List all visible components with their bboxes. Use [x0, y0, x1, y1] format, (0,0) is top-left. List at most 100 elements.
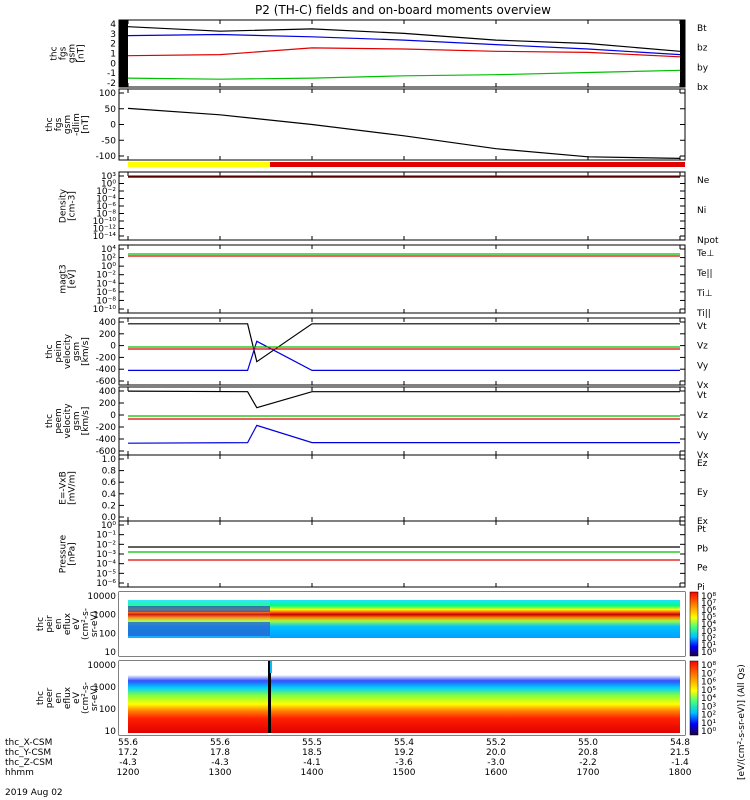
- panel-frame: [118, 244, 686, 314]
- y-tick-label: 10⁻⁸: [96, 296, 116, 306]
- legend-Pe: Pe: [697, 564, 708, 574]
- y-axis-label: eflux: [63, 686, 73, 709]
- y-axis-label: peim: [54, 340, 64, 363]
- legend-Ne: Ne: [697, 176, 710, 186]
- y-axis-label: [nPa]: [68, 542, 78, 565]
- x-row-value: 1700: [577, 768, 600, 778]
- y-tick-label: 1: [110, 50, 116, 60]
- legend-Bt: Bt: [697, 24, 707, 34]
- y-axis-label: [nT]: [81, 115, 91, 133]
- y-tick-label: 0.4: [102, 490, 117, 500]
- y-tick-label: 200: [99, 399, 116, 409]
- y-axis-label: thc: [45, 344, 55, 358]
- x-row-value: -1.4: [671, 758, 689, 768]
- y-tick-label: 10⁻²: [96, 187, 116, 197]
- y-axis-label: eV: [72, 691, 82, 704]
- colorbar-tick: 10⁴: [701, 620, 716, 630]
- y-axis-label: [km/s]: [81, 407, 91, 436]
- colorbar-tick: 10³: [701, 702, 716, 712]
- panel-frame: [118, 386, 686, 456]
- y-axis-label: gsm: [68, 44, 78, 63]
- legend-Vx: Vx: [697, 451, 709, 461]
- colorbar-tick: 10⁸: [701, 592, 716, 602]
- y-tick-label: 0.0: [102, 513, 117, 523]
- y-tick-label: 0.8: [102, 467, 117, 477]
- legend-Ez: Ez: [697, 459, 708, 469]
- x-row-value: 55.0: [578, 738, 598, 748]
- y-tick-label: 0: [110, 342, 116, 352]
- y-axis-label: [km/s]: [81, 337, 91, 366]
- y-tick-label: 10⁻⁶: [96, 288, 116, 298]
- y-tick-label: -600: [96, 377, 117, 387]
- y-tick-label: 400: [99, 387, 116, 397]
- y-axis-label: gsm: [72, 342, 82, 361]
- x-row-value: 19.2: [394, 748, 414, 758]
- y-tick-label: 10⁻⁶: [96, 579, 116, 589]
- x-row-value: 17.8: [210, 748, 230, 758]
- x-row-value: 1500: [393, 768, 416, 778]
- x-row-value: -4.3: [119, 758, 137, 768]
- series-fgs-bz: [127, 47, 681, 58]
- y-axis-label: peem: [54, 408, 64, 434]
- y-tick-label: 10⁻¹: [96, 531, 116, 541]
- x-row-value: 54.8: [670, 738, 690, 748]
- legend-Ey: Ey: [697, 488, 709, 498]
- y-axis-label: Pressure: [59, 534, 69, 573]
- y-axis-label: Density: [59, 188, 69, 223]
- colorbar-tick: 10²: [701, 711, 716, 721]
- y-tick-label: 10⁻²: [96, 271, 116, 281]
- y-axis-label: en: [54, 692, 64, 703]
- y-tick-label: 10: [105, 648, 117, 658]
- colorbar-tick: 10⁰: [701, 727, 716, 737]
- y-tick-label: 10⁻⁴: [96, 279, 116, 289]
- panel-frame: [118, 454, 686, 522]
- panel-peim: 400 200 0-200 -400 -600 thc peim velocity gsm [km…: [45, 317, 709, 391]
- x-row-value: 55.6: [118, 738, 138, 748]
- y-axis-label: peer: [45, 687, 55, 708]
- panel-efield: 1.0 0.80.6 0.40.2 0.0 E=-VxB [mV/m] Ez Ey Ex: [59, 454, 709, 527]
- data-gap-left: [119, 20, 128, 87]
- legend-Npot: Npot: [697, 236, 719, 246]
- peer-spectrogram: [119, 661, 685, 735]
- x-row-value: 20.0: [486, 748, 506, 758]
- series-peem-Vt: [127, 390, 680, 409]
- y-tick-label: 10⁰: [101, 521, 116, 531]
- y-tick-label: 50: [105, 105, 117, 115]
- y-tick-label: -400: [96, 365, 117, 375]
- x-row-value: 55.2: [486, 738, 506, 748]
- colorbar-tick: 10⁶: [701, 678, 716, 688]
- y-tick-label: 10⁻⁸: [96, 210, 116, 220]
- x-row-value: 55.5: [302, 738, 322, 748]
- y-axis-label: en: [54, 618, 64, 629]
- colorbar-tick: 10³: [701, 627, 716, 637]
- y-axis-label: eflux: [63, 612, 73, 635]
- legend-Vt: Vt: [697, 391, 707, 401]
- x-row-label: thc_Z-CSM: [5, 758, 53, 768]
- y-axis-label: gsm: [63, 115, 73, 134]
- y-tick-label: 0: [110, 411, 116, 421]
- legend-Te||: Te||: [696, 269, 713, 279]
- y-tick-label: 10⁻¹²: [93, 225, 117, 235]
- y-tick-label: -400: [96, 435, 117, 445]
- y-tick-label: 100: [99, 89, 116, 99]
- y-tick-label: -50: [101, 136, 116, 146]
- y-tick-label: 10⁻²: [96, 540, 116, 550]
- y-tick-label: 0.6: [102, 478, 117, 488]
- x-row-value: -2.2: [579, 758, 597, 768]
- y-tick-label: 10⁻³: [96, 550, 116, 560]
- y-tick-label: 10⁰: [101, 180, 116, 190]
- legend-bz: bz: [697, 44, 708, 54]
- panel-frame: [118, 317, 686, 386]
- y-tick-label: 10⁻¹⁴: [93, 232, 117, 242]
- colorbar-tick: 10⁸: [701, 661, 716, 671]
- y-axis-label: [cm-3]: [68, 191, 78, 221]
- y-tick-label: 10⁻⁴: [96, 195, 116, 205]
- y-tick-label: 1000: [93, 683, 116, 693]
- y-tick-label: 0: [110, 59, 116, 69]
- y-tick-label: 100: [99, 629, 116, 639]
- y-tick-label: 3: [110, 30, 116, 40]
- y-axis-label: velocity: [63, 403, 73, 439]
- legend-Vx: Vx: [697, 381, 709, 391]
